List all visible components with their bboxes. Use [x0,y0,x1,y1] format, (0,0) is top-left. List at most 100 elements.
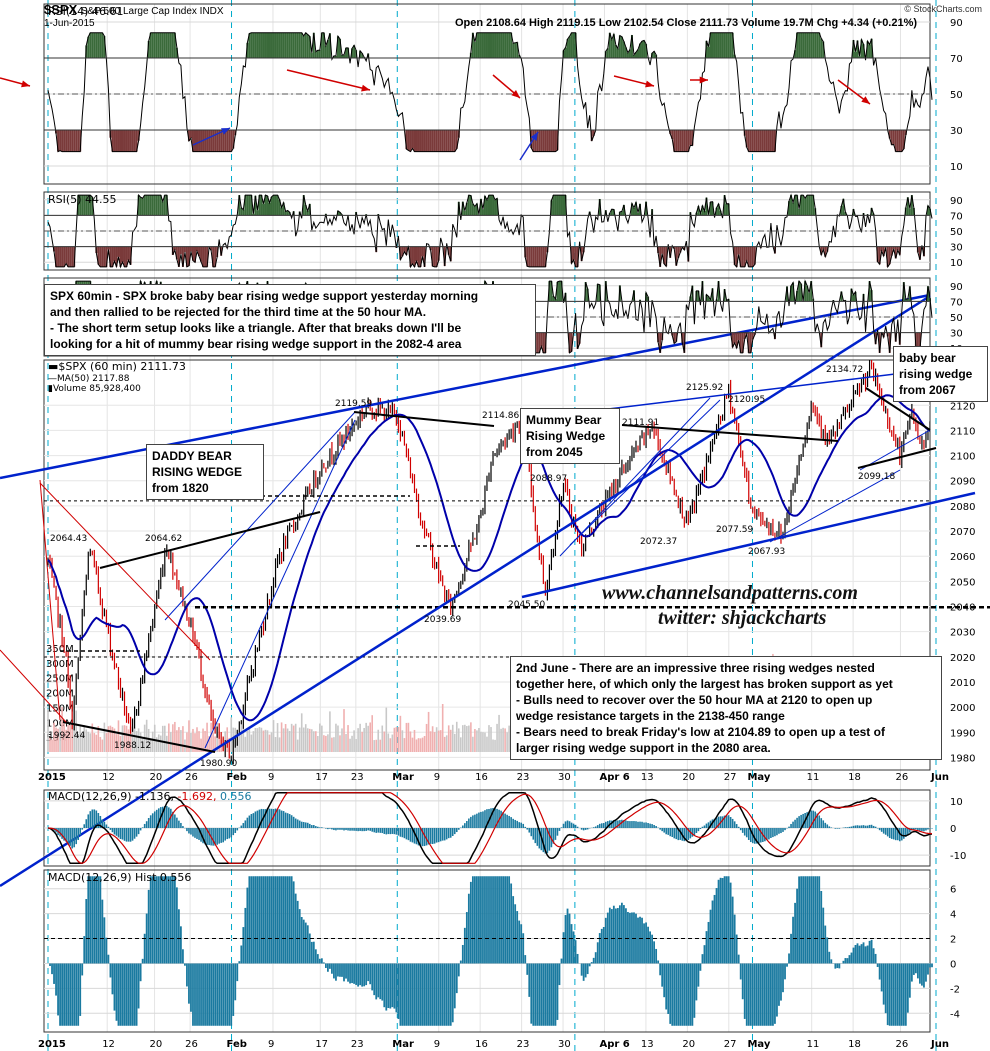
rsi-arrow-head [861,96,870,104]
volume-tick-label: 350M [46,644,74,655]
note-line: from 2045 [526,445,583,459]
date-axis-label: 11 [807,772,820,783]
volume-tick-label: 250M [46,674,74,685]
rsi5-line [47,193,933,269]
rsi-arrow-head [530,132,538,141]
date-axis-label: Apr 6 [599,1039,629,1050]
date-axis-label: 26 [185,772,198,783]
date-axis-label: 30 [558,1039,571,1050]
y-tick-label: 2070 [950,527,975,538]
chart-title: $SPX S&P 500 Large Cap Index INDX [44,2,224,17]
date-axis-label: 20 [150,772,163,783]
y-tick-label: 2 [950,935,956,946]
y-tick-label: 2030 [950,628,975,639]
channel-line [859,429,931,471]
date-axis-label: 9 [268,1039,274,1050]
channel-line [569,399,721,546]
watermark-site: www.channelsandpatterns.com [602,582,858,604]
price-point-label: 2077.59 [716,525,753,535]
volume-tick-label: 100M [46,718,74,729]
date-axis-label: Apr 6 [599,772,629,783]
y-tick-label: 4 [950,910,956,921]
y-tick-label: 2120 [950,401,975,412]
credit: © StockCharts.com [904,4,982,14]
daddy-bear-label: DADDY BEAR RISING WEDGE from 1820 [146,444,264,500]
channel-line [164,411,356,621]
macd-label: MACD(12,26,9) -1.136, -1.692, 0.556 [48,790,251,803]
note-line: together here, of which only the largest… [516,677,893,691]
y-tick-label: 10 [950,797,963,808]
channel-line [559,397,711,557]
volume-tick-label: 300M [46,659,74,670]
price-panel [43,359,931,771]
y-tick-label: 2010 [950,678,975,689]
y-tick-label: 70 [950,54,963,65]
date-axis-label: 2015 [38,1039,66,1050]
price-point-label: 2120.95 [728,395,765,405]
y-tick-label: -4 [950,1009,960,1020]
trend-line-black [353,411,495,427]
date-axis-label: May [747,1039,770,1050]
price-point-label: 2067.93 [748,547,785,557]
mummy-wedge-support [521,491,976,599]
y-tick-label: 50 [950,90,963,101]
date-axis-label: 26 [185,1039,198,1050]
date-axis-label: 27 [724,772,737,783]
price-point-label: 2064.43 [50,534,87,544]
date-axis-label: 13 [641,772,654,783]
note-line: baby bear [899,351,956,365]
y-tick-label: 2110 [950,426,975,437]
trend-line-red [39,479,61,721]
price-point-label: 2045.50 [508,600,545,610]
watermark-twitter: twitter: shjackcharts [658,607,827,629]
rsi5-label: RSI(5) 44.55 [48,193,116,206]
price-point-label: 2111.91 [622,418,659,428]
rsi-arrow-head [699,76,708,84]
date-axis-label: 18 [848,1039,861,1050]
mummy-bear-label: Mummy Bear Rising Wedge from 2045 [520,408,620,464]
date-axis-label: 20 [682,1039,695,1050]
y-tick-label: 10 [950,162,963,173]
date-axis-label: 23 [351,1039,364,1050]
y-tick-label: 70 [950,211,963,222]
mummy-wedge-resistance [599,373,896,411]
y-tick-label: 70 [950,297,963,308]
macd-signal-line [47,792,933,864]
y-tick-label: -10 [950,851,966,862]
date-axis-label: 17 [315,1039,328,1050]
price-point-label: 2114.86 [482,411,519,421]
daddy-wedge-support [0,294,931,888]
price-point-label: 2099.18 [858,472,895,482]
date-axis-label: Feb [227,772,247,783]
note-line: rising wedge [899,367,973,381]
date-axis-label: 9 [268,772,274,783]
trend-line-black [621,424,839,442]
quote-line: Open 2108.64 High 2119.15 Low 2102.54 Cl… [455,17,918,29]
note-line: Rising Wedge [526,429,606,443]
y-tick-label: 2090 [950,477,975,488]
trend-line-black [99,511,321,569]
note-line: looking for a hit of mummy bear rising w… [50,337,462,351]
note-line: - The short term setup looks like a tria… [50,321,462,335]
date-axis-label: May [747,772,770,783]
note-line: DADDY BEAR [152,449,232,463]
note-line: RISING WEDGE [152,465,243,479]
y-tick-label: 2100 [950,452,975,463]
trend-line-black [62,721,216,753]
price-point-label: 2039.69 [424,615,461,625]
price-legend: ▬$SPX (60 min) 2111.73 [48,360,186,373]
y-tick-label: 50 [950,313,963,324]
rsi-arrow-head [511,90,520,98]
channel-line [204,419,356,749]
date-axis-label: 30 [558,772,571,783]
rsi5-series [44,193,933,269]
y-tick-label: 2060 [950,552,975,563]
date-axis-label: 12 [102,1039,115,1050]
date-axis-label: 16 [475,772,488,783]
note-line: from 2067 [899,383,956,397]
price-point-label: 1980.90 [200,759,237,769]
volume-legend: ▮Volume 85,928,400 [48,384,141,394]
date-axis-label: Jun [930,1039,949,1050]
rsi-arrow-head [21,80,30,88]
y-tick-label: 90 [950,282,963,293]
